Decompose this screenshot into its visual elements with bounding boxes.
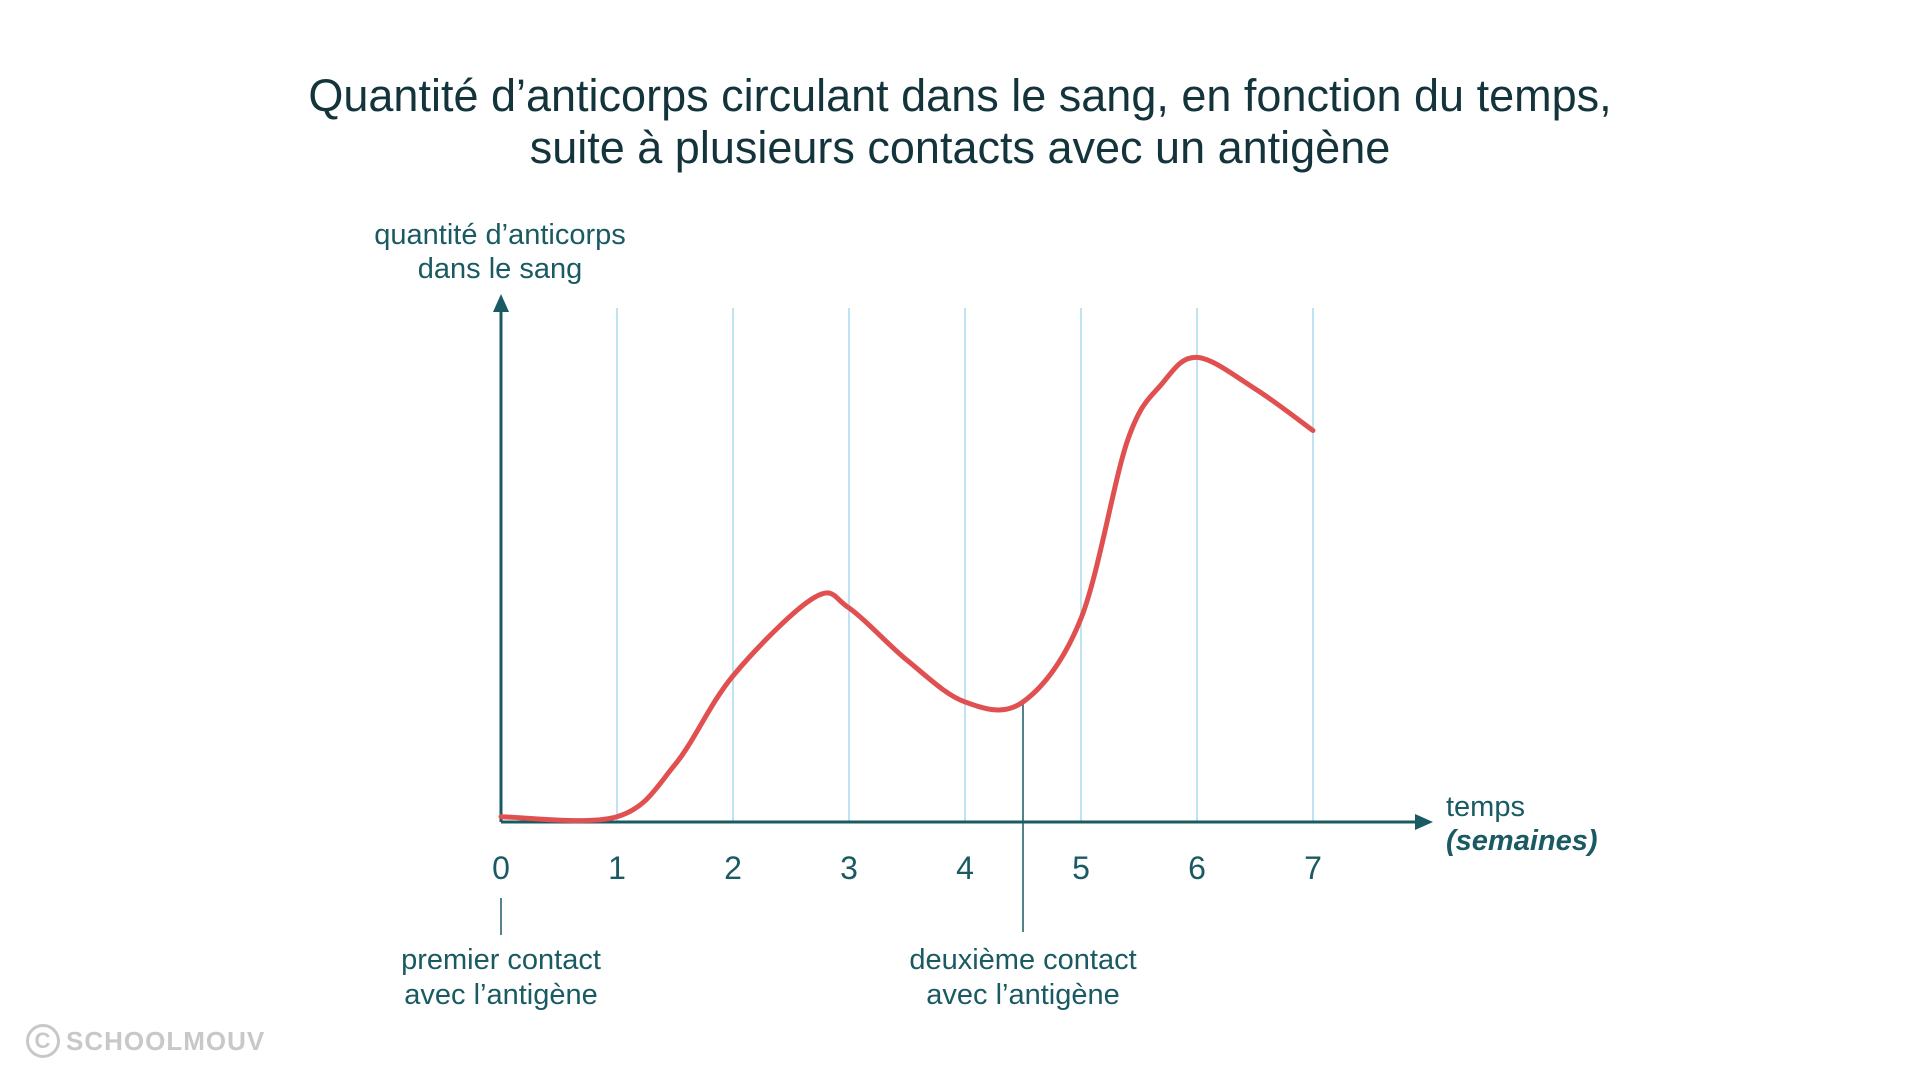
- annotation-label-1-line-2: avec l’antigène: [404, 979, 598, 1011]
- annotation-label-2-line-1: deuxième contact: [909, 944, 1137, 976]
- y-axis-label: quantité d’anticorps dans le sang: [340, 218, 660, 286]
- schoolmouv-logo: C SCHOOLMOUV: [26, 1024, 265, 1058]
- x-tick-label-1: 1: [608, 850, 626, 886]
- x-tick-label-7: 7: [1304, 850, 1322, 886]
- x-tick-label-5: 5: [1072, 850, 1090, 886]
- x-axis-label-text: temps: [1446, 791, 1525, 823]
- annotation-label-1-line-1: premier contact: [401, 944, 601, 976]
- x-axis-label: temps (semaines): [1446, 790, 1598, 858]
- annotation-label-2: deuxième contact avec l’antigène: [863, 943, 1183, 1013]
- x-tick-label-3: 3: [840, 850, 858, 886]
- watermark-text: SCHOOLMOUV: [66, 1025, 266, 1056]
- x-tick-label-6: 6: [1188, 850, 1206, 886]
- annotation-markers: [500, 701, 1024, 935]
- y-axis-label-line-2: dans le sang: [417, 253, 583, 285]
- copyright-icon: C: [26, 1024, 60, 1058]
- x-tick-label-4: 4: [956, 850, 974, 886]
- x-axis-arrow: [1415, 814, 1433, 830]
- y-axis-arrow: [493, 294, 509, 312]
- annotation-label-1: premier contact avec l’antigène: [341, 943, 661, 1013]
- antibody-curve: [498, 354, 1316, 824]
- y-axis-label-line-1: quantité d’anticorps: [374, 219, 626, 251]
- chart-title-line-1: Quantité d’anticorps circulant dans le s…: [308, 70, 1612, 121]
- chart-title-line-2: suite à plusieurs contacts avec un antig…: [529, 122, 1391, 173]
- vertical-grid: [616, 308, 1314, 822]
- x-tick-label-0: 0: [492, 850, 510, 886]
- annotation-label-2-line-2: avec l’antigène: [926, 979, 1120, 1011]
- axes: [493, 294, 1433, 830]
- x-axis-unit: (semaines): [1446, 825, 1598, 857]
- x-tick-label-2: 2: [724, 850, 742, 886]
